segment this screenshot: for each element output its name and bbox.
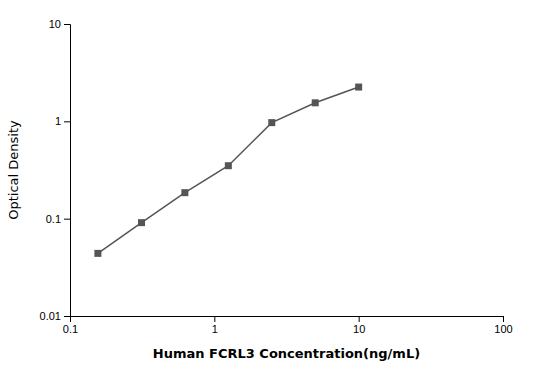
marker <box>94 250 101 257</box>
y-tick: 0.1 <box>46 213 70 225</box>
line <box>98 87 359 253</box>
y-tick-mark <box>64 219 70 220</box>
x-tick: 100 <box>494 316 512 335</box>
x-axis-title: Human FCRL3 Concentration(ng/mL) <box>153 346 420 361</box>
y-tick-mark <box>64 121 70 122</box>
y-tick-label: 0.1 <box>46 213 61 225</box>
y-axis-title: Optical Density <box>6 120 21 220</box>
x-tick-mark <box>359 316 360 322</box>
marker <box>181 189 188 196</box>
x-tick-label: 100 <box>494 323 512 335</box>
y-tick: 0.01 <box>40 310 70 322</box>
y-axis: 0.01 0.1 1 10 <box>40 18 71 322</box>
x-tick-label: 10 <box>353 323 365 335</box>
y-axis-line <box>64 25 71 317</box>
x-tick-label: 0.1 <box>63 323 78 335</box>
x-tick-label: 1 <box>212 323 218 335</box>
marker <box>225 162 232 169</box>
y-tick-label: 10 <box>49 18 61 30</box>
x-tick-mark <box>214 316 215 322</box>
y-tick-label: 1 <box>55 115 61 127</box>
x-tick-mark <box>503 316 504 322</box>
x-tick: 10 <box>353 316 365 335</box>
chart: 0.11101000.010.1110Human FCRL3 Concentra… <box>0 0 533 372</box>
x-tick: 1 <box>212 316 218 335</box>
marker <box>312 99 319 106</box>
y-tick: 1 <box>55 115 70 127</box>
x-tick: 0.1 <box>63 316 78 335</box>
plot: 0.11101000.010.1110 <box>40 18 513 335</box>
x-axis-line <box>71 317 504 323</box>
marker <box>268 119 275 126</box>
marker <box>355 84 362 91</box>
marks <box>94 84 362 257</box>
y-tick-label: 0.01 <box>40 310 61 322</box>
y-tick: 10 <box>49 18 70 30</box>
x-axis: 0.1 1 10 100 <box>63 316 513 335</box>
y-tick-mark <box>64 316 70 317</box>
marker <box>138 219 145 226</box>
y-tick-mark <box>64 24 70 25</box>
